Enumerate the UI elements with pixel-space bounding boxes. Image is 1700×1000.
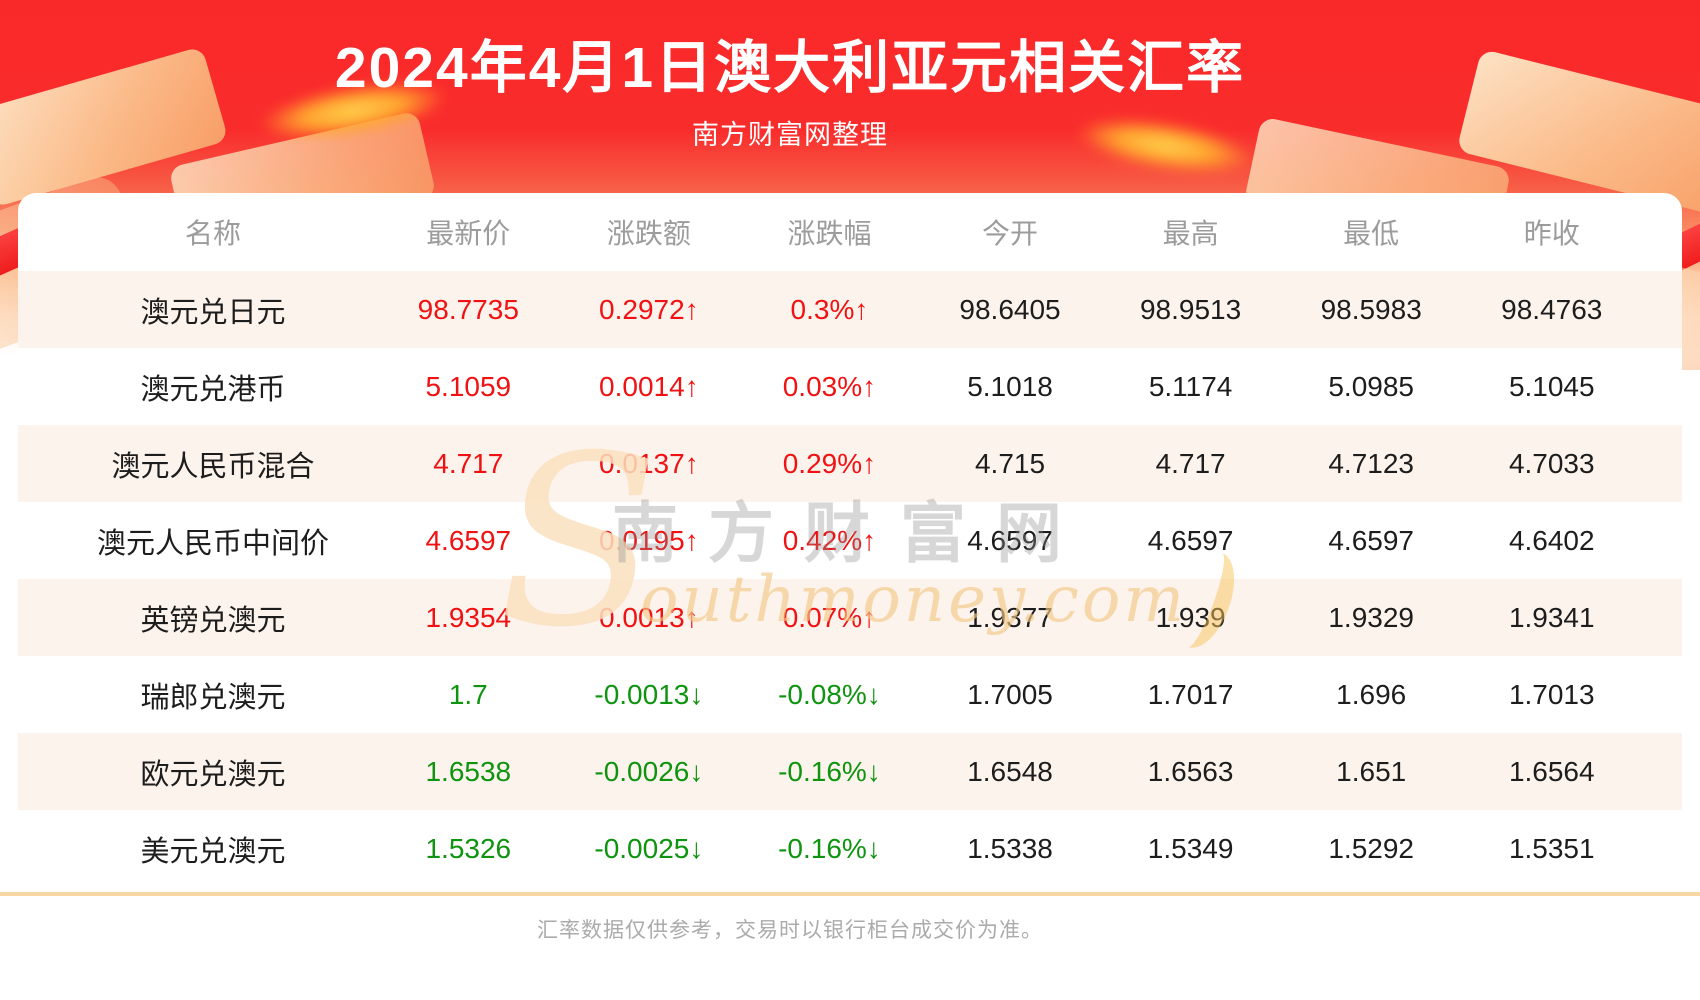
cell-latest-price: 1.6538 [425,755,512,787]
cell-pair-name: 英镑兑澳元 [140,604,286,637]
table-header-row: 名称 最新价 涨跌额 涨跌幅 今开 最高 最低 昨收 [18,193,1682,271]
cell-open: 1.6548 [967,755,1053,787]
cell-high: 1.6563 [1147,755,1234,787]
cell-high: 4.6597 [1147,524,1234,556]
rates-table-card: 名称 最新价 涨跌额 涨跌幅 今开 最高 最低 昨收 澳元兑日元 98.7735 0.2972↑ 0… [18,193,1682,887]
cell-open: 1.5338 [967,832,1053,864]
cell-high: 1.939 [1155,601,1226,633]
cell-change-percent: 0.29%↑ [782,447,877,479]
cell-change-amount: -0.0013↓ [594,678,704,710]
cell-prev-close: 4.6402 [1508,524,1595,556]
cell-pair-name: 澳元人民币混合 [111,450,315,483]
cell-prev-close: 1.9341 [1508,601,1595,633]
cell-low: 1.696 [1336,678,1407,710]
column-header-low: 最低 [1343,218,1400,249]
cell-prev-close: 4.7033 [1508,447,1595,479]
cell-prev-close: 5.1045 [1508,370,1595,402]
table-row: 澳元人民币中间价 4.6597 0.0195↑ 0.42%↑ 4.6597 4.6597 4… [18,502,1682,579]
cell-change-percent: 0.03%↑ [782,370,877,402]
cell-open: 1.7005 [967,678,1053,710]
column-header-high: 最高 [1162,218,1219,249]
cell-open: 4.6597 [967,524,1053,556]
cell-change-amount: -0.0025↓ [594,832,704,864]
table-row: 澳元兑港币 5.1059 0.0014↑ 0.03%↑ 5.1018 5.1174 5.09… [18,348,1682,425]
cell-pair-name: 澳元兑港币 [140,373,286,406]
cell-low: 1.9329 [1328,601,1414,633]
cell-pair-name: 瑞郎兑澳元 [140,681,286,714]
cell-prev-close: 1.6564 [1508,755,1595,787]
cell-change-percent: 0.07%↑ [782,601,877,633]
cell-open: 1.9377 [967,601,1053,633]
cell-change-amount: 0.0137↑ [599,447,699,479]
column-header-change-percent: 涨跌幅 [787,218,872,249]
cell-high: 1.7017 [1147,678,1234,710]
column-header-latest-price: 最新价 [426,218,511,249]
cell-prev-close: 1.7013 [1508,678,1595,710]
cell-low: 4.6597 [1328,524,1414,556]
page-subtitle: 南方财富网整理 [692,120,888,150]
cell-change-amount: 0.0013↑ [599,601,699,633]
cell-change-percent: -0.08%↓ [778,678,881,710]
cell-low: 5.0985 [1328,370,1414,402]
cell-latest-price: 4.6597 [425,524,512,556]
bottom-divider [0,892,1700,896]
cell-change-amount: 0.0195↑ [599,524,699,556]
cell-low: 1.5292 [1328,832,1414,864]
cell-low: 1.651 [1336,755,1407,787]
cell-high: 98.9513 [1139,293,1242,325]
cell-high: 4.717 [1155,447,1226,479]
cell-change-percent: -0.16%↓ [778,832,881,864]
table-row: 澳元人民币混合 4.717 0.0137↑ 0.29%↑ 4.715 4.717 4.712… [18,425,1682,502]
column-header-open: 今开 [982,218,1039,249]
cell-latest-price: 5.1059 [425,370,512,402]
column-header-pair-name: 名称 [184,218,241,249]
page-title: 2024年4月1日澳大利亚元相关汇率 [334,36,1246,100]
table-row: 欧元兑澳元 1.6538 -0.0026↓ -0.16%↓ 1.6548 1.6563 1.… [18,733,1682,810]
cell-latest-price: 1.5326 [425,832,512,864]
cell-latest-price: 4.717 [433,447,504,479]
table-row: 美元兑澳元 1.5326 -0.0025↓ -0.16%↓ 1.5338 1.5349 1.… [18,810,1682,887]
column-header-change-amount: 涨跌额 [606,218,691,249]
cell-prev-close: 98.4763 [1501,293,1603,325]
cell-pair-name: 澳元兑日元 [140,296,286,329]
cell-change-percent: 0.42%↑ [782,524,877,556]
cell-change-amount: 0.0014↑ [599,370,699,402]
footer-disclaimer: 汇率数据仅供参考，交易时以银行柜台成交价为准。 [537,919,1043,942]
table-row: 英镑兑澳元 1.9354 0.0013↑ 0.07%↑ 1.9377 1.939 1.932… [18,579,1682,656]
cell-open: 5.1018 [967,370,1053,402]
table-row: 瑞郎兑澳元 1.7 -0.0013↓ -0.08%↓ 1.7005 1.7017 1.696… [18,656,1682,733]
cell-latest-price: 1.9354 [425,601,512,633]
cell-prev-close: 1.5351 [1508,832,1595,864]
cell-low: 4.7123 [1328,447,1414,479]
column-header-prev-close: 昨收 [1523,218,1580,249]
cell-high: 5.1174 [1148,370,1233,402]
cell-pair-name: 欧元兑澳元 [140,758,286,791]
table-row: 澳元兑日元 98.7735 0.2972↑ 0.3%↑ 98.6405 98.9513 98… [18,271,1682,348]
cell-latest-price: 98.7735 [417,293,519,325]
cell-pair-name: 澳元人民币中间价 [96,527,329,560]
cell-change-percent: 0.3%↑ [790,293,869,325]
cell-open: 4.715 [974,447,1046,479]
cell-pair-name: 美元兑澳元 [140,835,286,868]
cell-high: 1.5349 [1147,832,1234,864]
cell-change-amount: -0.0026↓ [594,755,704,787]
cell-change-amount: 0.2972↑ [599,293,699,325]
cell-change-percent: -0.16%↓ [778,755,881,787]
table-body: 澳元兑日元 98.7735 0.2972↑ 0.3%↑ 98.6405 98.9513 98… [18,271,1682,887]
cell-latest-price: 1.7 [448,678,488,710]
cell-low: 98.5983 [1320,293,1422,325]
cell-open: 98.6405 [959,293,1061,325]
